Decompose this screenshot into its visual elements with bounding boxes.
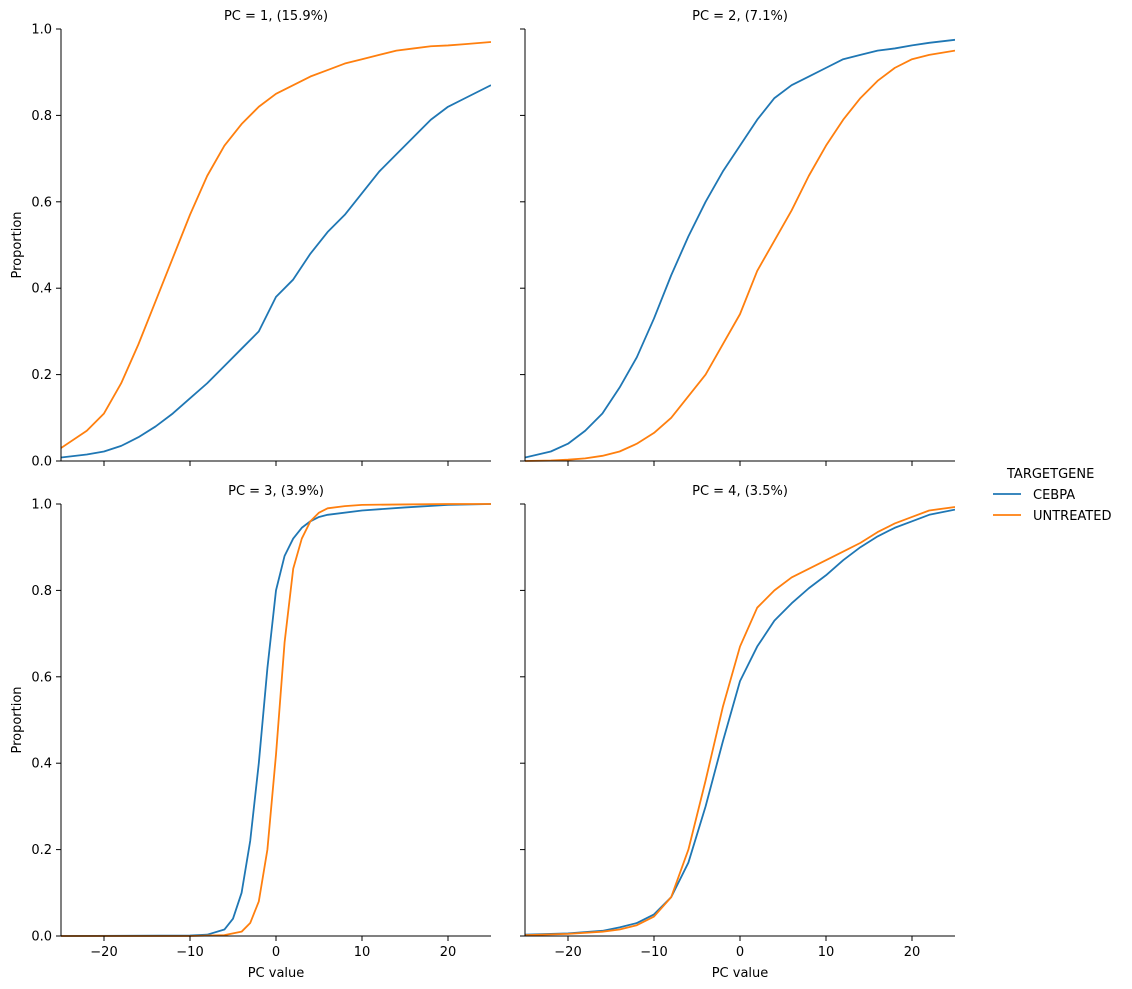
y-tick-label: 0.6 [31,195,52,210]
x-tick-label: 20 [904,945,921,960]
y-tick-label: 0.0 [31,455,52,470]
panel-title: PC = 3, (3.9%) [228,484,324,499]
legend: TARGETGENE CEBPA UNTREATED [993,467,1111,524]
series-line-cebpa [61,84,491,459]
series-line-untreated [61,503,491,937]
y-tick-label: 1.0 [31,23,52,38]
y-tick-label: 1.0 [31,498,52,513]
series-line-cebpa [525,38,955,459]
panel-2: PC = 2, (7.1%) [520,9,955,466]
x-tick-label: 0 [272,945,280,960]
x-tick-label: −20 [554,945,581,960]
panel-4: −20 −10 0 10 20 PC = 4, (3.5%) PC value [520,484,955,981]
panel-title: PC = 1, (15.9%) [224,9,328,24]
series-line-untreated [525,506,955,937]
y-tick-label: 0.0 [31,930,52,945]
legend-label-cebpa: CEBPA [1033,488,1075,503]
y-axis-label: Proportion [10,211,25,278]
series-line-cebpa [525,508,955,936]
x-tick-label: −20 [90,945,117,960]
panel-1: 0.0 0.2 0.4 0.6 0.8 1.0 PC = 1, (15.9%) Proport… [10,9,491,470]
series-line-untreated [61,41,491,449]
x-tick-label: 10 [354,945,371,960]
y-tick-label: 0.2 [31,843,52,858]
panel-title: PC = 2, (7.1%) [692,9,788,24]
panel-title: PC = 4, (3.5%) [692,484,788,499]
x-tick-label: 10 [818,945,835,960]
y-tick-label: 0.2 [31,368,52,383]
y-tick-label: 0.6 [31,670,52,685]
panel-3: −20 −10 0 10 20 0.0 0.2 0.4 0.6 0.8 1.0 PC = 3, (3.… [10,484,491,981]
x-tick-label: 0 [736,945,744,960]
x-axis-label: PC value [248,966,305,981]
y-tick-label: 0.8 [31,109,52,124]
series-line-untreated [525,49,955,462]
x-axis-label: PC value [712,966,769,981]
y-tick-label: 0.4 [31,757,52,772]
y-axis-label: Proportion [10,686,25,753]
x-tick-label: −10 [640,945,667,960]
series-line-cebpa [61,503,491,937]
x-tick-label: 20 [440,945,457,960]
x-tick-label: −10 [176,945,203,960]
y-tick-label: 0.4 [31,282,52,297]
y-tick-label: 0.8 [31,584,52,599]
legend-label-untreated: UNTREATED [1033,509,1111,524]
legend-title: TARGETGENE [1006,467,1094,482]
